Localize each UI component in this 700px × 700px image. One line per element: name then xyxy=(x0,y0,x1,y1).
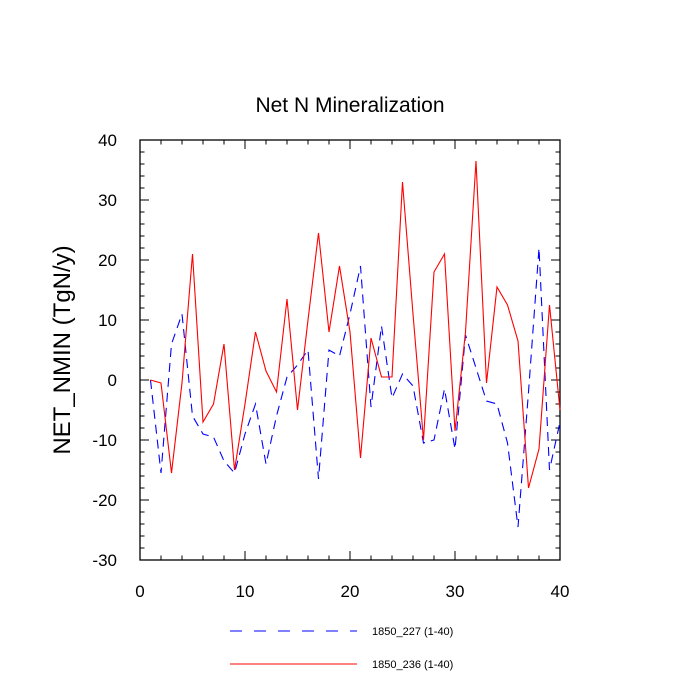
legend-label-1: 1850_227 (1-40) xyxy=(372,626,453,638)
x-tick-label: 30 xyxy=(446,582,465,601)
legend-label-2: 1850_236 (1-40) xyxy=(372,659,453,671)
y-tick-label: -10 xyxy=(92,431,117,450)
y-tick-label: -20 xyxy=(92,491,117,510)
y-tick-label: 20 xyxy=(98,251,117,270)
y-tick-label: 40 xyxy=(98,131,117,150)
x-tick-label: 40 xyxy=(551,582,570,601)
x-tick-label: 20 xyxy=(341,582,360,601)
series-line-2 xyxy=(150,160,561,489)
plot-frame xyxy=(139,139,561,561)
series-line-1 xyxy=(149,247,561,528)
chart-title: Net N Mineralization xyxy=(255,94,444,117)
legend: 1850_227 (1-40) 1850_236 (1-40) xyxy=(230,626,453,671)
x-tick-label: 10 xyxy=(236,582,255,601)
series-lines xyxy=(149,160,561,528)
x-tick-label: 0 xyxy=(135,582,144,601)
plot-border xyxy=(139,139,561,561)
y-tick-label: 10 xyxy=(98,311,117,330)
axis-ticks xyxy=(139,139,561,561)
axis-tick-labels: 0 10 20 30 40 -30 -20 -10 0 10 20 30 40 xyxy=(92,131,569,601)
y-axis-label: NET_NMIN (TgN/y) xyxy=(49,245,76,454)
y-tick-label: -30 xyxy=(92,551,117,570)
y-tick-label: 0 xyxy=(108,371,117,390)
y-tick-label: 30 xyxy=(98,191,117,210)
